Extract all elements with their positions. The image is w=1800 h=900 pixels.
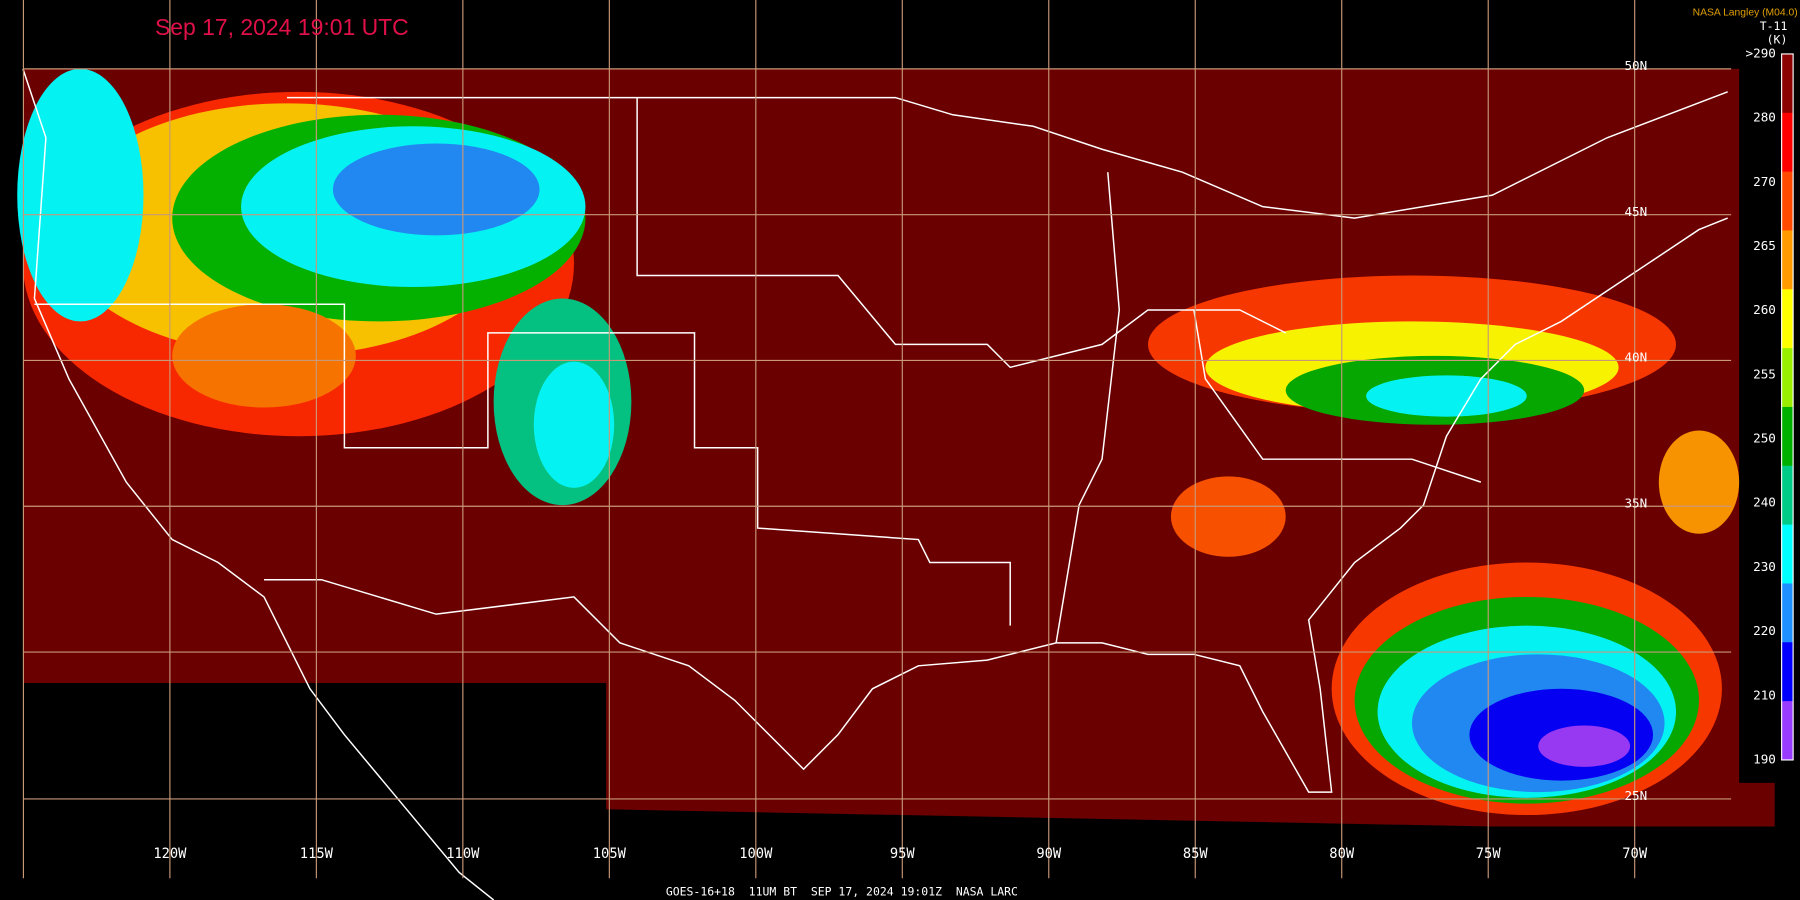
latitude-label: 40N (1624, 350, 1647, 365)
longitude-label: 80W (1329, 846, 1355, 862)
credit: NASA Langley (M04.0) (1693, 7, 1798, 18)
longitude-label: 70W (1622, 846, 1648, 862)
latitude-label: 35N (1624, 495, 1647, 510)
longitude-label: 90W (1036, 846, 1062, 862)
colorbar-label: >290 (1746, 45, 1776, 60)
colorbar-segment (1781, 53, 1794, 114)
colorbar-segment (1781, 230, 1794, 290)
colorbar-segment (1781, 289, 1794, 349)
longitude-label: 75W (1476, 846, 1502, 862)
colorbar-segment (1781, 406, 1794, 467)
colorbar-label: 255 (1753, 366, 1776, 381)
colorbar-label: 260 (1753, 302, 1776, 317)
colorbar-label: 280 (1753, 110, 1776, 125)
longitude-label: 110W (446, 846, 480, 862)
coastlines-borders (22, 68, 1728, 900)
graticule: 120W 115W 110W 105W 100W 95W 90W 85W 80W 75W 70W 50… (22, 0, 1732, 879)
colorbar-segment (1781, 642, 1794, 702)
longitude-label: 105W (593, 846, 627, 862)
colorbar-segment (1781, 112, 1794, 173)
colorbar-frame (1781, 53, 1794, 761)
colorbar-label: 190 (1753, 751, 1776, 766)
cloud-fields (17, 68, 1740, 816)
colorbar-segment (1781, 465, 1794, 526)
longitude-label: 115W (300, 846, 334, 862)
longitude-label: 100W (739, 846, 773, 862)
colorbar-segment (1781, 348, 1794, 408)
footer: GOES-16+18 11UM BT SEP 17, 2024 19:01Z N… (666, 884, 1018, 898)
longitude-label: 95W (890, 846, 916, 862)
colorbar-segment (1781, 171, 1794, 232)
colorbar-label: 220 (1753, 623, 1776, 638)
longitude-label: 120W (153, 846, 187, 862)
colorbar-label: 240 (1753, 495, 1776, 510)
colorbar-segment (1781, 583, 1794, 643)
colorbar-label: 265 (1753, 238, 1776, 253)
latitude-label: 50N (1624, 58, 1647, 73)
colorbar-label: 230 (1753, 559, 1776, 574)
colorbar-label: 250 (1753, 431, 1776, 446)
colorbar-label: 270 (1753, 174, 1776, 189)
colorbar-segment (1781, 524, 1794, 585)
colorbar: >290 280 270 265 260 255 250 240 230 220 210 190 (1746, 45, 1794, 766)
map-title: Sep 17, 2024 19:01 UTC (155, 14, 409, 40)
colorbar-segment (1781, 701, 1794, 761)
latitude-label: 45N (1624, 204, 1647, 219)
colorbar-title: T-11 (1760, 19, 1788, 33)
colorbar-label: 210 (1753, 687, 1776, 702)
longitude-label: 85W (1183, 846, 1209, 862)
colorbar-unit: (K) (1767, 33, 1788, 47)
latitude-label: 25N (1624, 788, 1647, 803)
